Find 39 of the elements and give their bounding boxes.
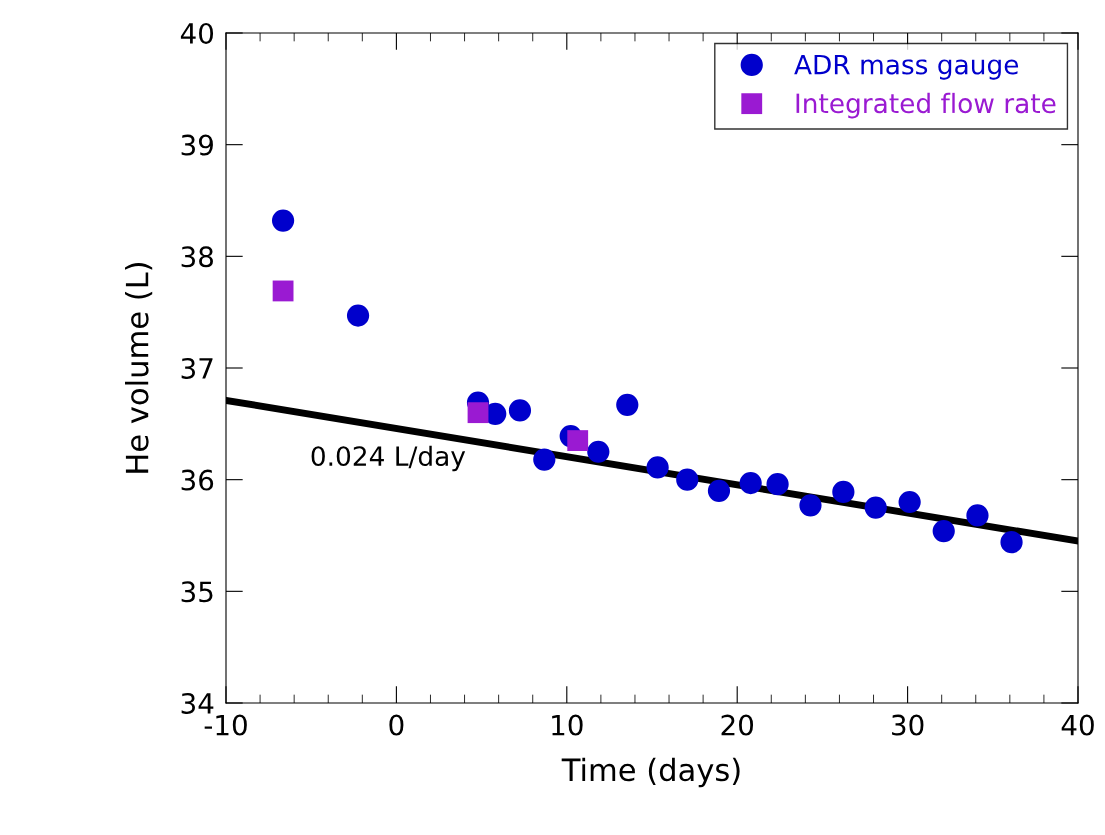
x-tick-label: 20 — [721, 714, 754, 736]
x-tick-label: 30 — [892, 714, 924, 736]
point — [676, 468, 699, 491]
point — [346, 304, 370, 327]
point — [898, 490, 921, 514]
y-tick-label: 37 — [181, 357, 213, 379]
point — [707, 479, 731, 502]
point — [864, 496, 887, 519]
y-tick-label: 36 — [181, 469, 214, 491]
point — [587, 440, 610, 463]
y-tick-label: 40 — [180, 22, 214, 44]
point — [766, 473, 789, 496]
x-tick-label: 10 — [552, 714, 583, 736]
x-tick-label: 0 — [389, 714, 404, 736]
point — [932, 519, 955, 543]
point — [739, 471, 762, 495]
x-tick-label: 40 — [1061, 714, 1094, 736]
y-tick-label: 35 — [181, 581, 213, 603]
legend-label: ADR mass gauge — [794, 54, 1019, 80]
point — [832, 480, 855, 504]
point — [1000, 531, 1023, 554]
point — [567, 430, 589, 451]
point — [533, 448, 556, 471]
point — [467, 402, 489, 424]
point — [799, 494, 822, 517]
x-axis-title: Time (days) — [561, 757, 740, 788]
point — [272, 280, 294, 302]
point — [508, 399, 532, 422]
point — [271, 209, 295, 232]
legend-label: Integrated flow rate — [796, 92, 1056, 119]
annotation: 0.024 L/day — [311, 445, 466, 472]
point — [966, 504, 989, 527]
y-tick-label: 39 — [181, 134, 213, 156]
y-tick-label: 38 — [181, 246, 213, 268]
point — [646, 456, 669, 479]
x-tick-label: -10 — [204, 714, 247, 736]
y-tick-label: 34 — [181, 692, 214, 714]
point — [616, 393, 639, 416]
y-axis-title: He volume (L) — [124, 263, 153, 473]
